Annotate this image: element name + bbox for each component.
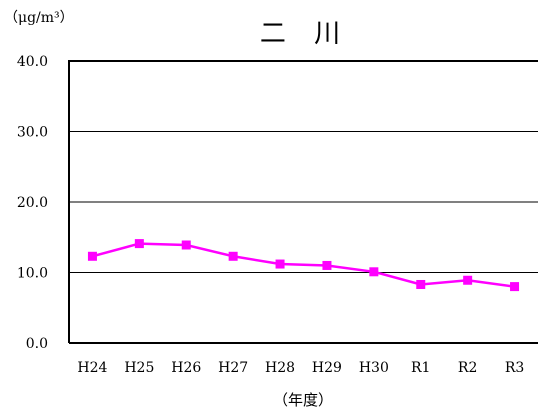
x-tick-label: H24 <box>77 360 107 376</box>
x-tick-label: H27 <box>218 360 248 376</box>
y-tick-label: 40.0 <box>17 54 48 70</box>
y-tick-label: 30.0 <box>17 125 48 141</box>
x-axis-ticks: H24 H25 H26 H27 H28 H29 H30 R1 R2 R3 <box>77 360 524 376</box>
data-point <box>322 260 332 270</box>
plot-area <box>68 60 538 344</box>
data-point <box>416 279 426 289</box>
unit-label: （μg/m³） <box>4 10 74 26</box>
data-point <box>463 275 473 285</box>
y-tick-label: 10.0 <box>17 266 48 282</box>
data-point <box>228 251 238 261</box>
x-tick-label: H26 <box>171 360 201 376</box>
x-tick-label: R1 <box>411 360 430 376</box>
data-point <box>134 239 144 249</box>
data-point <box>87 251 97 261</box>
x-tick-label: H30 <box>359 360 389 376</box>
data-point <box>369 267 379 277</box>
x-tick-label: H25 <box>124 360 154 376</box>
x-axis-label: （年度） <box>273 391 333 409</box>
data-point <box>275 259 285 269</box>
chart-title: 二 川 <box>260 19 350 49</box>
x-tick-label: H29 <box>312 360 342 376</box>
series <box>87 239 520 292</box>
x-tick-label: R2 <box>458 360 477 376</box>
gridlines <box>69 60 538 273</box>
y-tick-label: 0.0 <box>26 336 48 352</box>
data-point <box>510 282 520 292</box>
series-line <box>92 242 515 288</box>
y-tick-label: 20.0 <box>17 195 48 211</box>
x-tick-label: R3 <box>505 360 524 376</box>
x-tick-label: H28 <box>265 360 295 376</box>
y-axis-ticks: 0.0 10.0 20.0 30.0 40.0 <box>17 54 48 352</box>
data-point <box>181 240 191 250</box>
